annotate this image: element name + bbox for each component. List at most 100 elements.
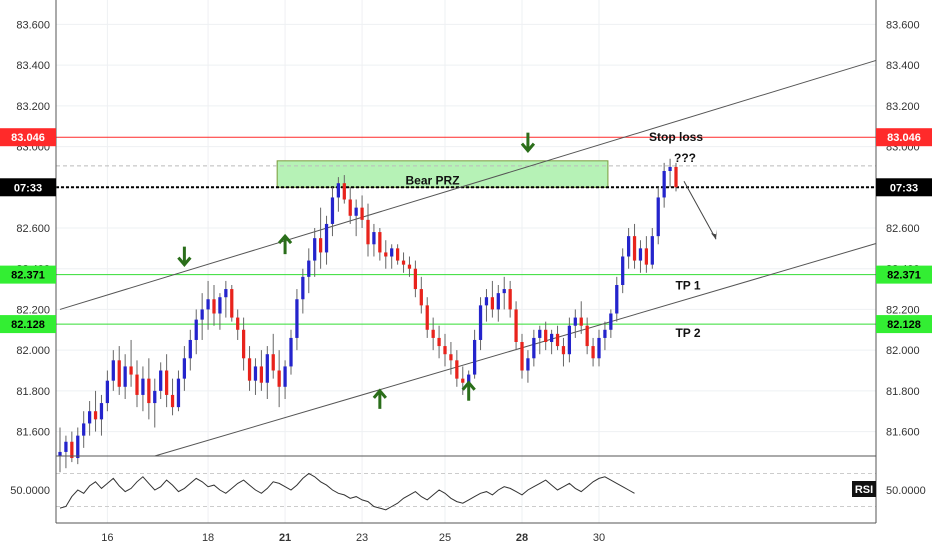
candle-body xyxy=(508,289,512,310)
candle-body xyxy=(159,370,163,391)
price-tag-1-left: 82.371 xyxy=(0,265,56,284)
x-tick-label: 23 xyxy=(356,532,368,544)
candle-body xyxy=(164,370,169,395)
candle-body xyxy=(413,268,418,290)
candle-body xyxy=(135,374,139,395)
candle-body xyxy=(271,354,275,371)
y-tick-label-right: 82.000 xyxy=(886,345,920,357)
candle-body xyxy=(253,366,258,381)
current-time-tag-left: 07:33 xyxy=(0,178,56,197)
candle-body xyxy=(206,299,210,310)
candle xyxy=(200,293,204,340)
candle xyxy=(354,199,358,237)
candle xyxy=(378,228,382,261)
candle xyxy=(597,329,601,367)
price-tag-2-right-bg xyxy=(876,315,932,334)
candle xyxy=(206,280,210,330)
candle-body xyxy=(141,378,145,395)
candle-body xyxy=(585,325,589,347)
price-tag-1-left-bg xyxy=(0,265,56,284)
candle xyxy=(449,342,453,375)
candle-body xyxy=(621,256,625,285)
candle xyxy=(591,337,595,367)
candle-body xyxy=(212,299,216,314)
candle xyxy=(384,240,388,269)
candle xyxy=(401,252,406,273)
candle-body xyxy=(638,248,643,261)
candle-body xyxy=(360,207,364,220)
channel-lower-line xyxy=(154,243,877,457)
projection-arrowhead xyxy=(711,229,717,240)
candle xyxy=(561,337,566,367)
candle xyxy=(538,325,542,355)
price-tag-2-left: 82.128 xyxy=(0,315,56,334)
candle-body xyxy=(520,342,524,371)
candle xyxy=(674,162,678,192)
candle-body xyxy=(283,366,287,387)
candle xyxy=(461,366,465,395)
x-tick-label: 30 xyxy=(593,532,605,544)
candle-body xyxy=(241,329,246,359)
candle xyxy=(301,268,305,314)
candle xyxy=(437,325,441,359)
candle xyxy=(236,309,240,340)
x-tick-label: 28 xyxy=(516,532,528,544)
candle xyxy=(431,317,435,351)
price-tag-0-right-bg xyxy=(876,128,932,147)
candle-body xyxy=(147,378,151,404)
current-time-tag-right-text: 07:33 xyxy=(890,182,918,194)
y-tick-label-left: 81.600 xyxy=(16,427,50,439)
candle-body xyxy=(425,305,429,330)
candle-body xyxy=(182,358,187,379)
arrow-head xyxy=(277,233,293,245)
candle xyxy=(324,215,329,265)
candle xyxy=(573,309,577,338)
candle-body xyxy=(354,207,358,216)
candle xyxy=(472,329,477,379)
y-tick-label-right: 82.600 xyxy=(886,223,920,235)
y-tick-label-left: 83.600 xyxy=(16,19,50,31)
candle-body xyxy=(437,337,441,347)
candle-body xyxy=(218,297,222,314)
candle-body xyxy=(307,260,311,277)
candle-body xyxy=(538,329,542,338)
candle xyxy=(656,187,660,245)
candle xyxy=(579,301,583,334)
candle-body xyxy=(650,236,654,265)
candle xyxy=(413,260,418,298)
candle-body xyxy=(461,378,465,383)
candle xyxy=(247,346,252,391)
candle-body xyxy=(236,317,240,330)
candle xyxy=(265,346,269,399)
candle-body xyxy=(58,451,62,456)
candle-body xyxy=(87,411,92,424)
candle xyxy=(105,370,110,412)
candle xyxy=(520,333,524,379)
candle xyxy=(390,244,394,269)
y-tick-label-right: 83.200 xyxy=(886,101,920,113)
candle-body xyxy=(82,423,86,436)
candle xyxy=(87,401,92,436)
candle xyxy=(478,297,483,351)
candle-body xyxy=(366,219,370,245)
y-tick-label-left: 82.200 xyxy=(16,304,50,316)
candle xyxy=(621,248,625,294)
candle xyxy=(490,280,495,318)
current-time-tag-left-text: 07:33 xyxy=(14,182,42,194)
candle xyxy=(218,293,222,330)
y-tick-label-right: 83.600 xyxy=(886,19,920,31)
candle xyxy=(532,329,536,367)
candle xyxy=(147,358,151,420)
x-tick-label: 25 xyxy=(439,532,451,544)
candle-body xyxy=(70,441,74,459)
up-arrow-icon xyxy=(461,380,476,401)
candle xyxy=(372,223,376,257)
candle xyxy=(425,297,429,338)
y-tick-label-left: 82.000 xyxy=(16,345,50,357)
up-arrow-icon xyxy=(372,388,387,409)
price-tag-0-left: 83.046 xyxy=(0,128,56,147)
price-tag-2-left-text: 82.128 xyxy=(11,319,45,331)
candle xyxy=(662,162,666,208)
candle xyxy=(644,236,649,273)
candle xyxy=(58,427,62,473)
